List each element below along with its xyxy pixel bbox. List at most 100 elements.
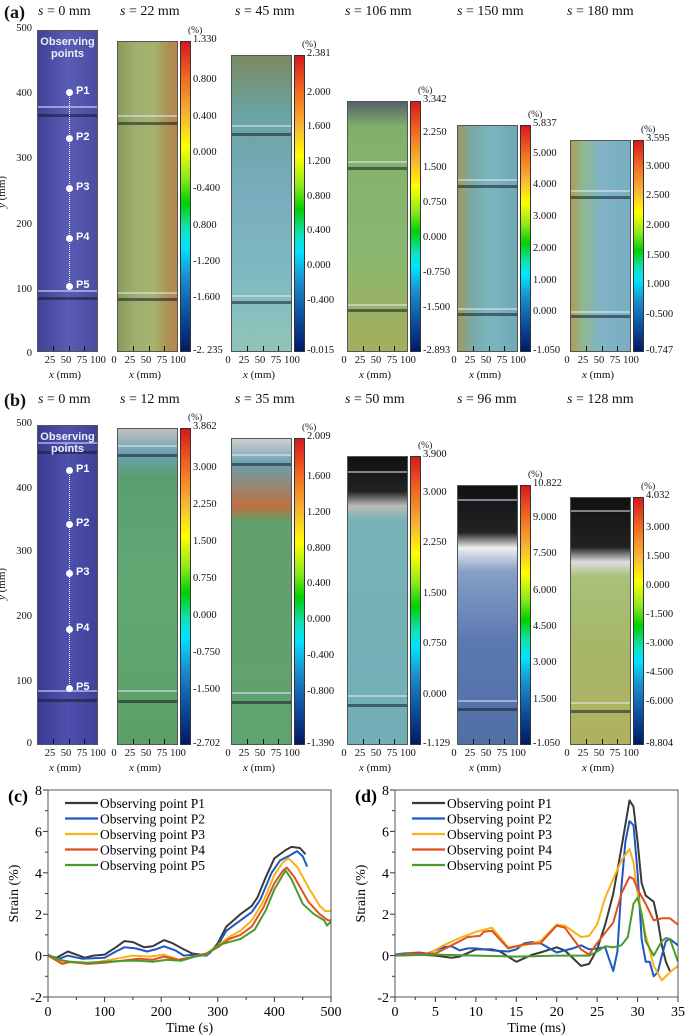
observing-point-label: P1	[76, 463, 90, 475]
x-tick-label: 100	[94, 1005, 115, 1020]
colorbar-tick-label: 5.837	[533, 118, 557, 129]
x-tick-label: 100	[623, 748, 639, 759]
colorbar-tick-label: -1.050	[533, 345, 561, 356]
x-axis-var: x	[49, 762, 54, 774]
colorbar-tick-label: 2.250	[193, 499, 217, 511]
s-symbol: s	[345, 392, 351, 407]
s-symbol: s	[567, 4, 573, 19]
y-tick-label: 8	[382, 784, 389, 799]
x-tick-label: 0	[392, 1005, 399, 1020]
y-tick-label: 300	[16, 546, 32, 557]
x-tick-label: 10	[469, 1005, 483, 1020]
x-tick-label: 100	[284, 748, 300, 759]
s-value: = 0 mm	[43, 4, 91, 19]
image-axis-tick	[148, 346, 150, 351]
colorbar-tick-label: 10.822	[533, 478, 562, 489]
x-tick-label: 0	[341, 355, 347, 366]
y-tick-label: -2	[377, 991, 389, 1006]
x-tick-label: 20	[550, 1005, 564, 1020]
s-value: = 106 mm	[350, 4, 412, 19]
specimen-joint-highlight	[458, 178, 517, 181]
image-axis-tick	[247, 739, 249, 744]
colorbar-tick-label: -0.800	[307, 685, 335, 697]
observing-point-marker	[66, 685, 73, 692]
legend-label-p1: Observing point P1	[447, 796, 552, 811]
colorbar-tick-label: -0.400	[307, 649, 335, 661]
colorbar	[410, 456, 421, 745]
x-axis-label: x (mm)	[243, 762, 275, 774]
x-axis-var: x	[243, 762, 248, 774]
colorbar-tick-label: 2.381	[307, 48, 331, 59]
s-symbol: s	[120, 4, 126, 19]
colorbar-tick-label: 0.000	[193, 146, 217, 158]
s-value: = 0 mm	[43, 392, 91, 407]
colorbar-tick-label: 1.500	[423, 161, 447, 173]
x-tick-label: 75	[156, 355, 168, 366]
series-line-p2	[48, 850, 309, 960]
observing-point-marker	[66, 185, 73, 192]
specimen-joint-line	[38, 114, 97, 118]
specimen-joint-highlight	[348, 303, 407, 306]
specimen-joint-highlight	[348, 160, 407, 163]
x-tick-label: 0	[111, 748, 117, 759]
panel-title: s = 22 mm	[120, 4, 180, 20]
image-axis-tick	[83, 346, 85, 351]
x-axis-var: x	[359, 762, 364, 774]
colorbar-unit: (%)	[641, 482, 656, 492]
image-axis-tick	[363, 739, 365, 744]
x-tick-label: 400	[264, 1005, 285, 1020]
x-tick-label: 25	[590, 1005, 604, 1020]
y-axis-label: y (mm)	[0, 568, 8, 600]
colorbar	[294, 438, 305, 745]
observing-points-title: Observing points	[38, 36, 97, 60]
colorbar	[410, 101, 421, 352]
colorbar-tick-label: -0.015	[307, 345, 335, 356]
series-line-p4	[395, 875, 678, 957]
colorbar-tick-label: -0.747	[646, 345, 674, 356]
image-axis-tick	[473, 346, 475, 351]
x-tick-label: 100	[170, 355, 186, 366]
colorbar-tick-label: -8.804	[646, 738, 674, 749]
x-axis-title: Time (ms)	[507, 1021, 566, 1036]
colorbar-tick-label: -4.500	[646, 666, 674, 678]
colorbar-tick-label: -1.600	[193, 292, 221, 304]
colorbar-tick-label: -0.500	[646, 308, 674, 320]
specimen-joint-highlight	[458, 498, 517, 501]
x-tick-label: 75	[156, 748, 168, 759]
observing-point-label: P4	[76, 231, 90, 243]
x-tick-label: 50	[480, 355, 492, 366]
specimen-joint-highlight	[571, 510, 630, 513]
image-axis-tick	[586, 739, 588, 744]
colorbar-tick-label: 0.800	[307, 190, 331, 202]
x-axis-unit: (mm)	[247, 369, 276, 381]
series-line-p1	[395, 799, 671, 972]
y-tick-label: 8	[35, 784, 42, 799]
panel-title: s = 96 mm	[457, 392, 517, 408]
x-tick-label: 50	[60, 355, 72, 366]
colorbar-tick-label: 4.500	[533, 621, 557, 632]
y-tick-label: 0	[35, 950, 42, 965]
strain-field-image	[570, 497, 631, 745]
colorbar-unit: (%)	[418, 86, 433, 96]
image-axis-tick	[68, 346, 70, 351]
colorbar	[633, 140, 644, 352]
image-axis-tick	[393, 739, 395, 744]
colorbar	[633, 497, 644, 745]
x-tick-label: 100	[90, 748, 106, 759]
x-axis-label: x (mm)	[359, 762, 391, 774]
x-axis-label: x (mm)	[129, 762, 161, 774]
x-tick-label: 0	[564, 748, 570, 759]
colorbar	[520, 485, 531, 745]
specimen-joint-highlight	[571, 702, 630, 705]
s-value: = 12 mm	[125, 392, 180, 407]
colorbar-tick-label: -1.200	[193, 255, 221, 267]
x-tick-label: 25	[44, 355, 56, 366]
y-tick-label: 400	[16, 483, 32, 494]
colorbar-tick-label: 3.862	[193, 421, 217, 432]
x-tick-label: 50	[593, 748, 605, 759]
colorbar-unit: (%)	[302, 423, 317, 433]
x-axis-unit: (mm)	[133, 762, 162, 774]
x-tick-label: 300	[207, 1005, 228, 1020]
specimen-joint-highlight	[38, 290, 97, 293]
colorbar-tick-label: 2.000	[307, 86, 331, 98]
